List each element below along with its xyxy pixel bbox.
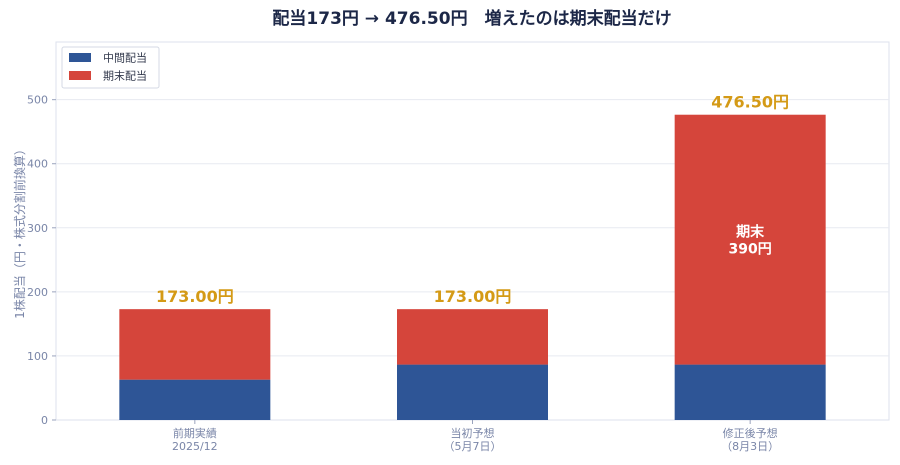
bar-segment: [119, 379, 271, 420]
category-label: 前期実績: [173, 426, 217, 440]
y-tick-label: 100: [27, 350, 48, 363]
total-label: 476.50円: [711, 93, 789, 112]
category-label: 2025/12: [172, 440, 218, 453]
total-label: 173.00円: [156, 287, 234, 306]
legend-swatch: [69, 53, 91, 62]
category-label: （8月3日）: [721, 440, 779, 453]
bar-segment: [397, 309, 548, 365]
in-bar-label: 期末: [736, 224, 765, 241]
bar-segment: [674, 364, 826, 420]
y-tick-label: 300: [27, 222, 48, 235]
y-tick-label: 500: [27, 94, 48, 107]
bar-segment: [674, 114, 826, 365]
total-label: 173.00円: [434, 287, 512, 306]
category-label: 当初予想: [451, 426, 495, 440]
bar-segment: [119, 309, 271, 380]
y-tick-label: 400: [27, 158, 48, 171]
legend-label: 期末配当: [103, 69, 147, 83]
chart-title: 配当173円 → 476.50円 増えたのは期末配当だけ: [272, 8, 671, 29]
in-bar-label: 390円: [729, 242, 772, 258]
y-tick-label: 0: [41, 414, 48, 427]
y-axis-label: 1株配当（円・株式分割前換算）: [12, 143, 27, 319]
category-label: 修正後予想: [723, 426, 778, 440]
y-tick-label: 200: [27, 286, 48, 299]
legend-label: 中間配当: [103, 51, 147, 65]
bar-segment: [397, 364, 548, 420]
bars: [119, 114, 826, 420]
category-label: （5月7日）: [444, 440, 502, 453]
legend-swatch: [69, 71, 91, 80]
y-axis: 0 100 200 300 400 500: [27, 94, 56, 427]
